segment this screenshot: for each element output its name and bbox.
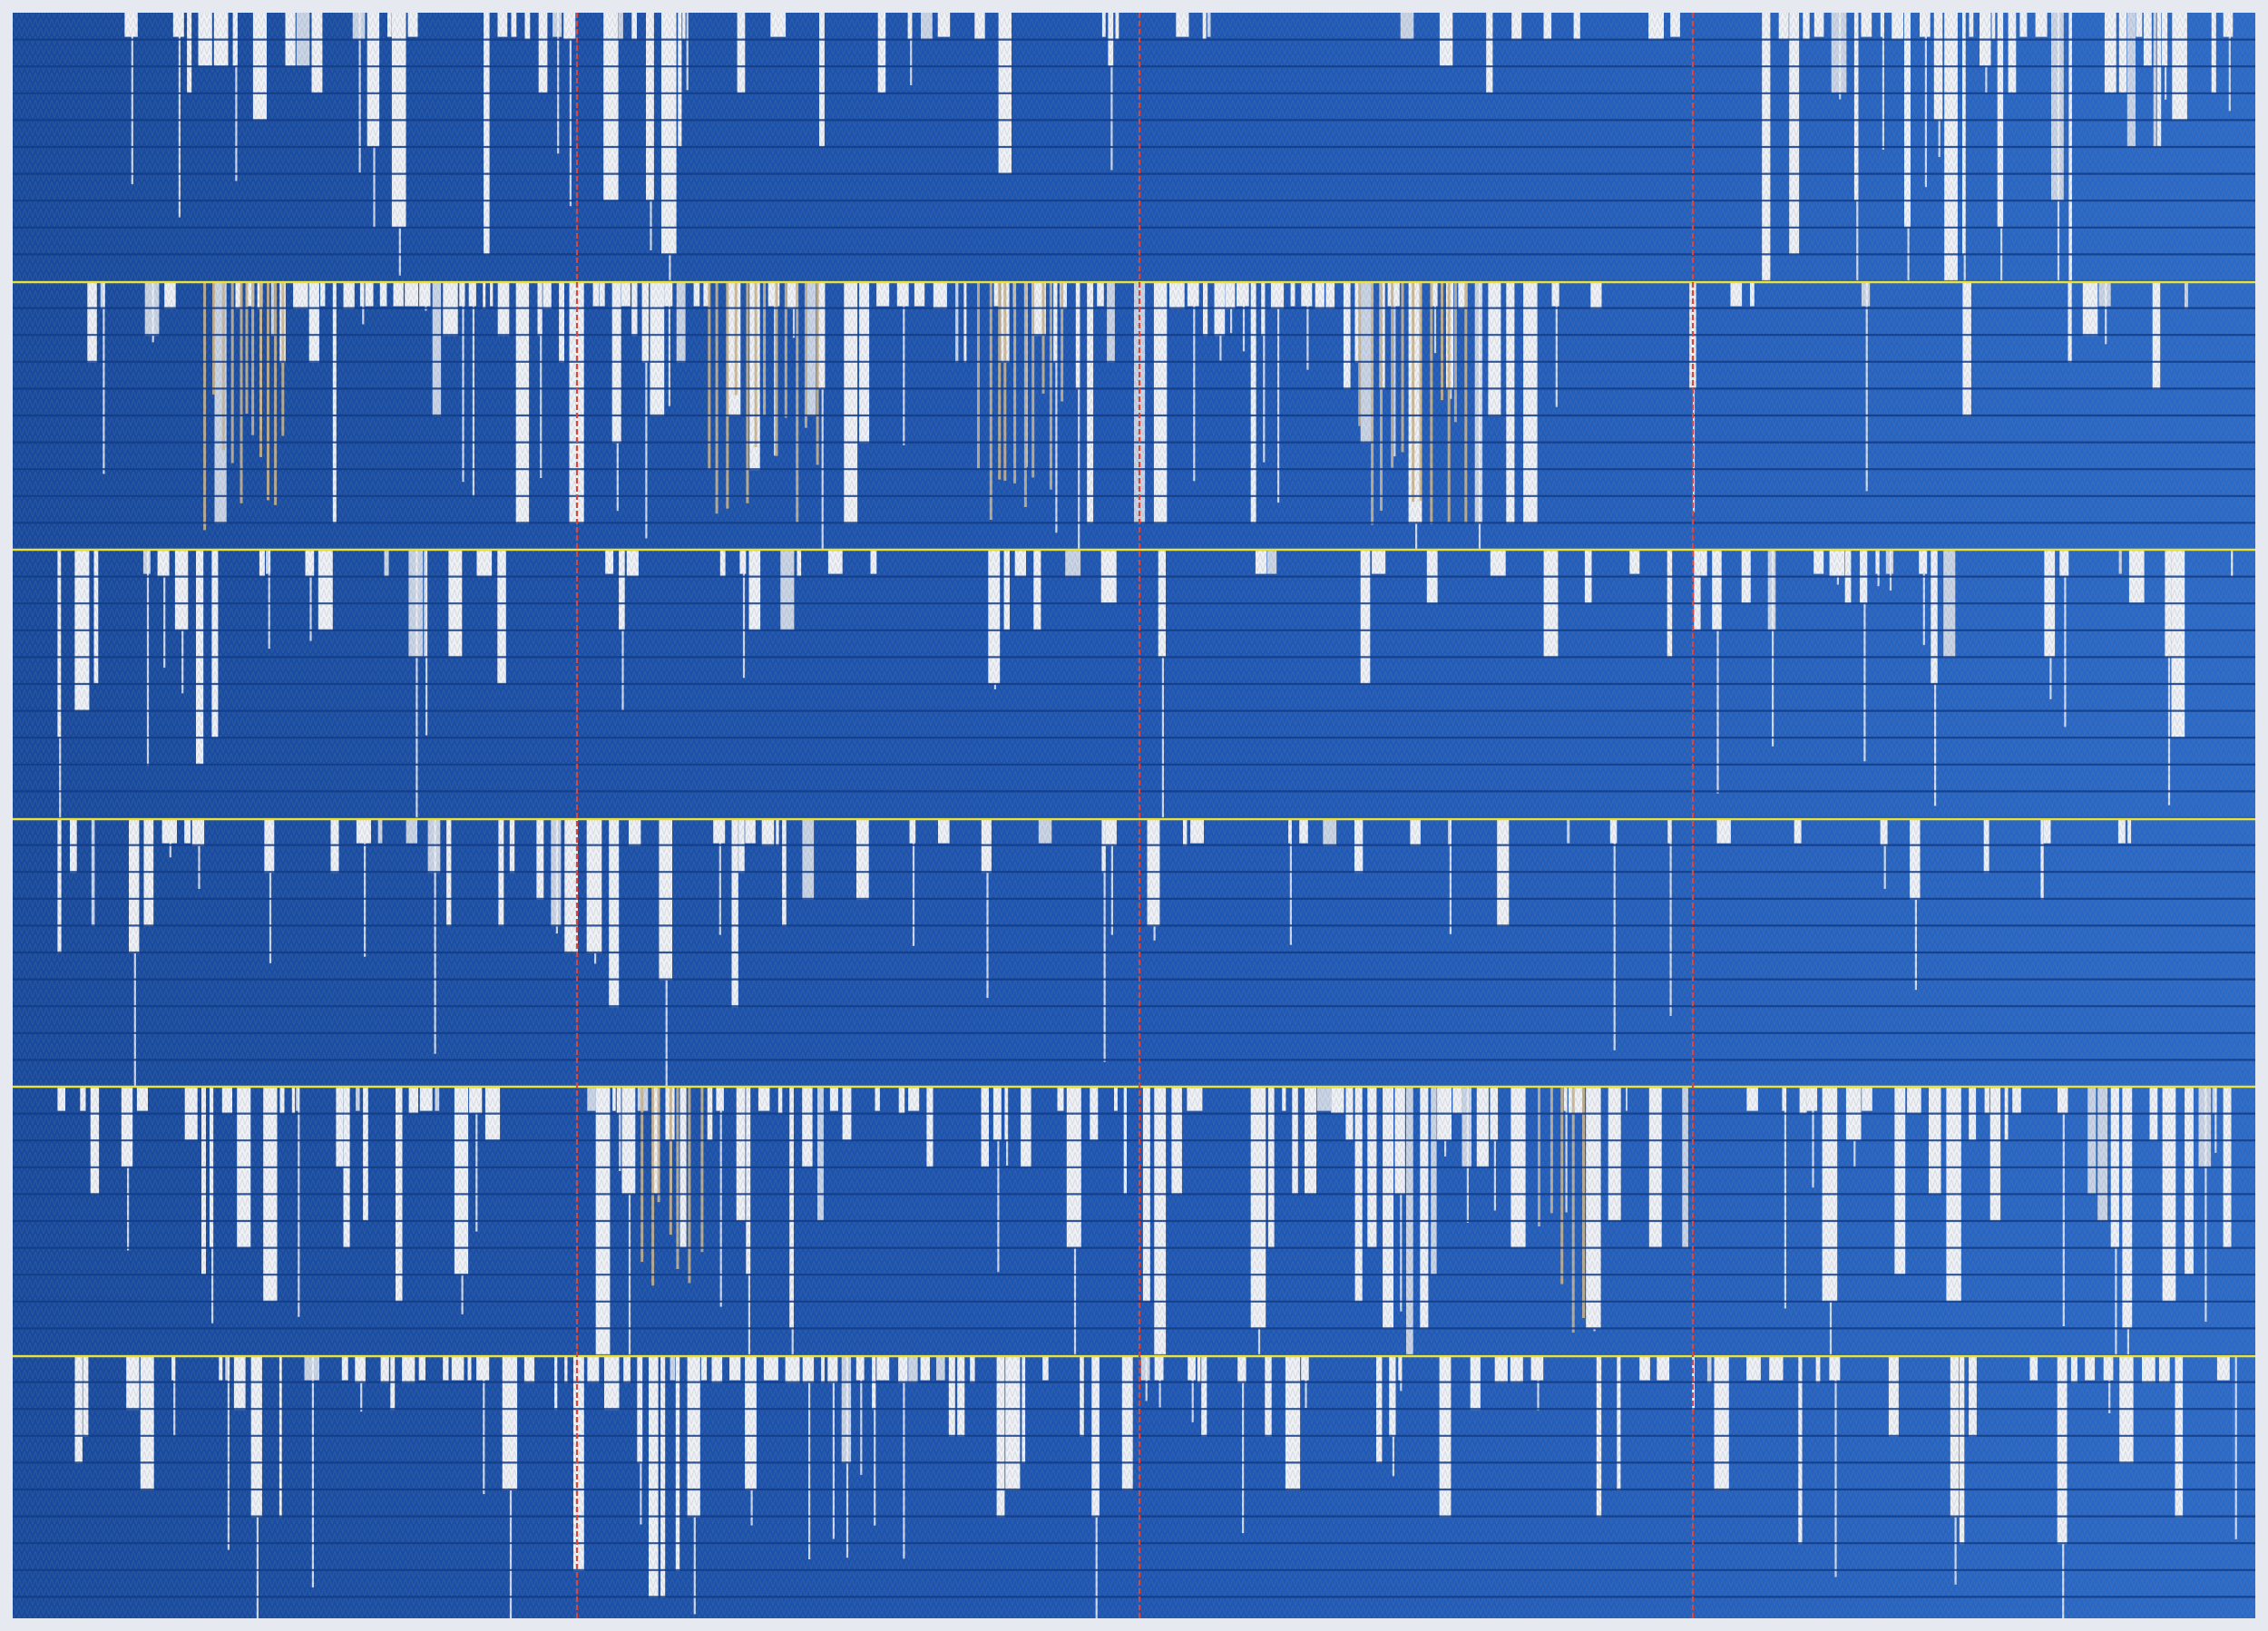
band-lines bbox=[13, 280, 2255, 1358]
warp-lines bbox=[575, 13, 1695, 1618]
woven-canvas bbox=[13, 13, 2255, 1618]
